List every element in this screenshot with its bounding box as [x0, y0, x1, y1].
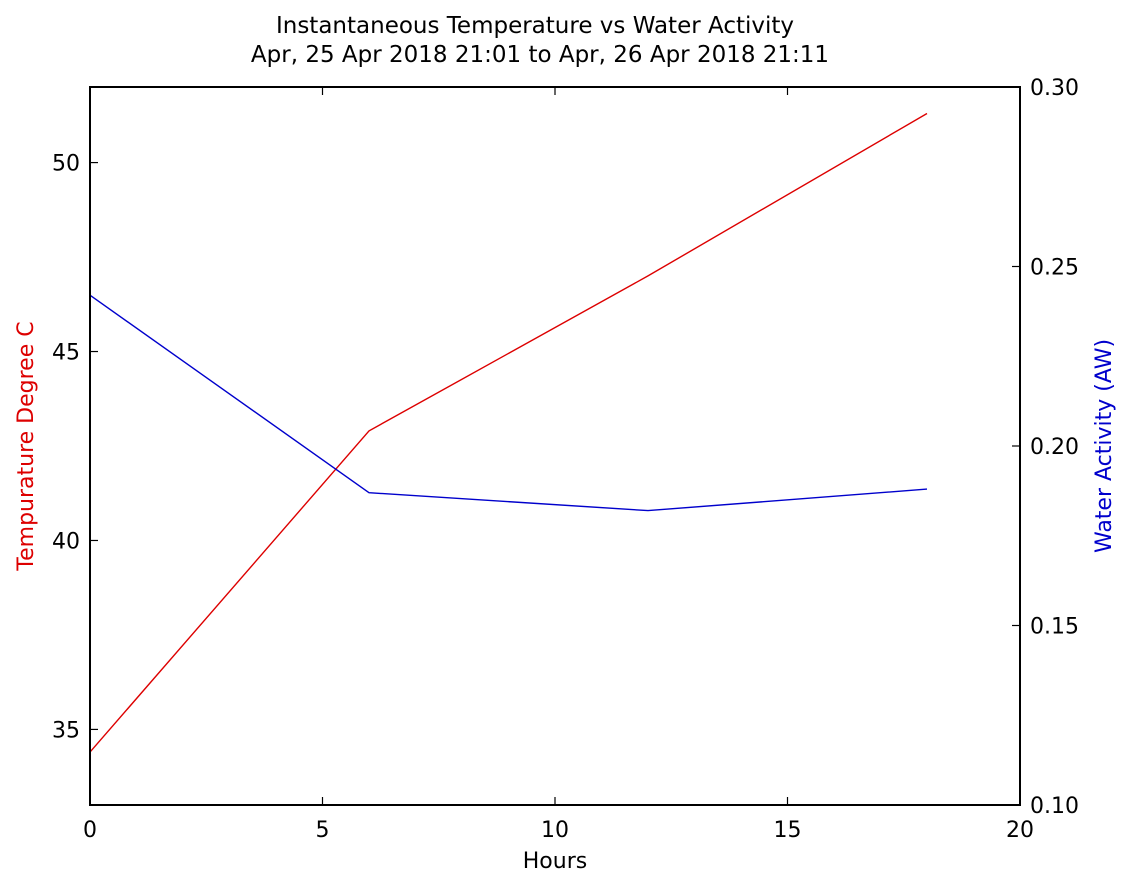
plot-frame [89, 86, 1021, 806]
y-left-tick-label: 50 [52, 152, 80, 177]
axis-ticks: 0 5 10 15 20 35 40 45 50 0.10 0.15 0.20 0.25 0.30 [52, 76, 1079, 843]
x-tick-label: 15 [774, 818, 802, 843]
y-right-tick-label: 0.25 [1030, 256, 1079, 281]
x-axis-label: Hours [523, 849, 587, 874]
y-right-tick-label: 0.30 [1030, 76, 1079, 101]
y-axis-left-label: Tempurature Degree C [14, 321, 39, 571]
temperature-line [89, 112, 928, 753]
y-axis-right-label: Water Activity (AW) [1092, 339, 1117, 553]
water-activity-line [89, 294, 928, 512]
chart-title: Instantaneous Temperature vs Water Activ… [276, 13, 794, 39]
y-left-tick-label: 45 [52, 341, 80, 366]
y-left-tick-label: 35 [52, 718, 80, 743]
y-right-tick-label: 0.10 [1030, 794, 1079, 819]
chart-subtitle: Apr, 25 Apr 2018 21:01 to Apr, 26 Apr 20… [251, 42, 829, 68]
series-lines [89, 112, 928, 753]
x-tick-label: 5 [316, 818, 330, 843]
x-tick-label: 0 [83, 818, 97, 843]
y-left-tick-label: 40 [52, 529, 80, 554]
x-tick-label: 10 [541, 818, 569, 843]
y-right-tick-label: 0.15 [1030, 615, 1079, 640]
x-tick-label: 20 [1006, 818, 1034, 843]
y-right-tick-label: 0.20 [1030, 435, 1079, 460]
